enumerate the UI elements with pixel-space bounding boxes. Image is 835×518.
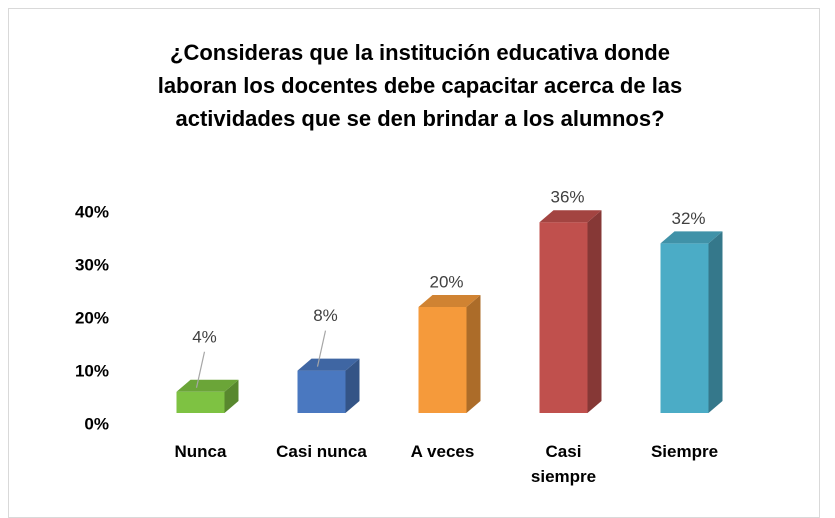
bar-top <box>176 379 239 392</box>
value-label: 8% <box>313 306 338 325</box>
y-tick-label: 0% <box>84 414 109 433</box>
bar <box>660 243 709 413</box>
y-tick-label: 10% <box>75 361 109 380</box>
value-label: 36% <box>550 188 584 207</box>
y-tick-label: 30% <box>75 255 109 274</box>
bar <box>418 307 467 413</box>
x-tick-label: A veces <box>410 442 475 461</box>
title-line: ¿Consideras que la institución educativa… <box>170 40 670 65</box>
value-label: 32% <box>671 209 705 228</box>
bar-side <box>224 379 239 413</box>
y-tick-label: 40% <box>75 202 109 221</box>
bar <box>297 370 346 413</box>
value-label: 20% <box>429 272 463 291</box>
chart-title: ¿Consideras que la institución educativa… <box>100 36 740 135</box>
bar <box>176 391 225 413</box>
bar-side <box>345 358 360 413</box>
leader-line <box>316 330 327 367</box>
bar-top <box>418 295 481 307</box>
bar-side <box>708 231 723 413</box>
x-tick-label: Siempre <box>650 442 719 461</box>
title-line: laboran los docentes debe capacitar acer… <box>157 73 683 98</box>
bar-top <box>539 210 602 223</box>
y-tick-label: 20% <box>75 308 109 327</box>
x-tick-label: Casi siempre <box>530 442 597 486</box>
value-label: 4% <box>192 327 217 346</box>
leader-line <box>195 351 206 388</box>
bar-side <box>587 210 602 413</box>
bar-top <box>297 358 360 371</box>
bar-top <box>660 231 723 244</box>
bar-side <box>466 295 481 413</box>
title-line: actividades que se den brindar a los alu… <box>175 106 665 131</box>
x-tick-label: Nunca <box>174 442 227 461</box>
bar <box>539 222 588 413</box>
x-tick-label: Casi nunca <box>276 442 367 461</box>
